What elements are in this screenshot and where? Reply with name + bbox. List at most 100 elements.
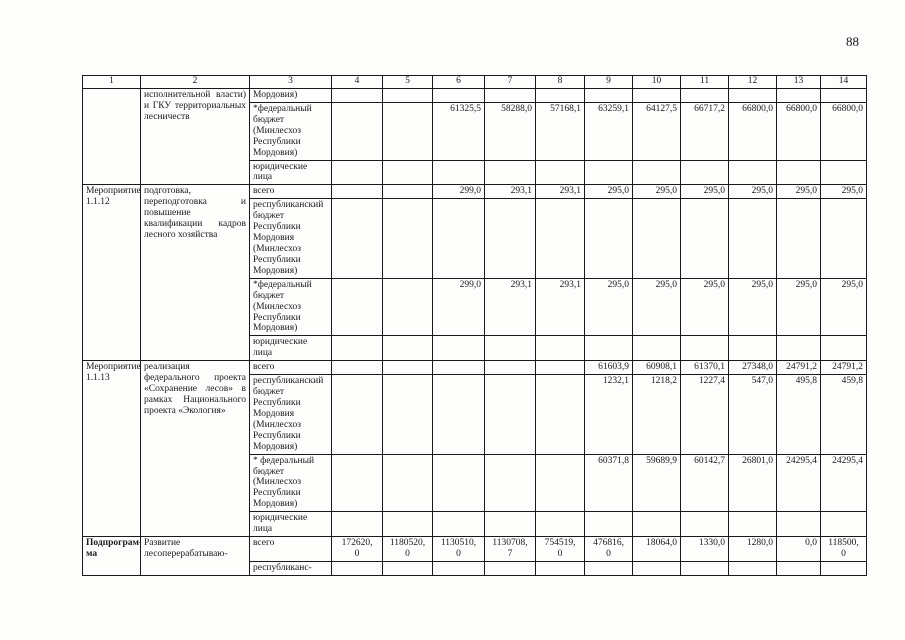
value-cell: 293,1	[484, 277, 536, 337]
value-cell	[584, 560, 633, 576]
value-cell	[535, 198, 585, 279]
value-cell	[432, 560, 485, 576]
value-cell	[776, 560, 821, 576]
value-cell	[484, 335, 536, 362]
value-cell: 293,1	[535, 277, 585, 337]
value-cell	[331, 453, 383, 513]
value-cell	[432, 511, 485, 538]
value-cell: 295,0	[820, 277, 867, 337]
value-cell	[484, 511, 536, 538]
budget-source: республиканский бюджет Республики Мордов…	[249, 198, 332, 279]
value-cell	[535, 511, 585, 538]
table-row: *федеральный бюджет (Минлесхоз Республик…	[83, 101, 867, 161]
value-cell	[632, 511, 681, 538]
value-cell	[680, 88, 729, 103]
value-cell	[680, 560, 729, 576]
value-cell: 63259,1	[584, 101, 633, 161]
value-cell: 459,8	[820, 374, 867, 455]
value-cell	[484, 360, 536, 376]
value-cell: 60142,7	[680, 453, 729, 513]
value-cell: 299,0	[432, 277, 485, 337]
column-header: 5	[382, 75, 433, 89]
value-cell	[584, 88, 633, 103]
column-header: 6	[432, 75, 485, 89]
value-cell	[432, 374, 485, 455]
value-cell: 1280,0	[728, 536, 777, 562]
value-cell: 61603,9	[584, 360, 633, 376]
value-cell: 295,0	[680, 184, 729, 200]
column-header: 4	[331, 75, 383, 89]
group-description: реализация федерального проекта «Сохране…	[140, 360, 250, 538]
value-cell	[776, 88, 821, 103]
column-header: 13	[776, 75, 821, 89]
value-cell	[331, 335, 383, 362]
value-cell: 754519, 0	[535, 536, 585, 562]
value-cell: 57168,1	[535, 101, 585, 161]
value-cell: 293,1	[535, 184, 585, 200]
value-cell: 1330,0	[680, 536, 729, 562]
value-cell: 26801,0	[728, 453, 777, 513]
value-cell	[820, 511, 867, 538]
value-cell	[484, 88, 536, 103]
value-cell	[432, 198, 485, 279]
value-cell: 58288,0	[484, 101, 536, 161]
budget-source: республиканс-	[249, 560, 332, 576]
value-cell	[632, 335, 681, 362]
value-cell	[382, 159, 433, 186]
value-cell	[432, 335, 485, 362]
value-cell	[535, 88, 585, 103]
value-cell	[535, 360, 585, 376]
group-description: Развитие лесоперерабатываю-	[140, 536, 250, 576]
value-cell	[680, 511, 729, 538]
budget-source: Мордовия)	[249, 88, 332, 103]
group-description: исполнительной власти) и ГКУ территориал…	[140, 87, 250, 186]
group-label	[82, 87, 141, 186]
value-cell	[680, 159, 729, 186]
group-label: Мероприятие 1.1.13	[82, 360, 141, 538]
value-cell: 295,0	[632, 277, 681, 337]
value-cell: 1130708, 7	[484, 536, 536, 562]
value-cell: 61370,1	[680, 360, 729, 376]
value-cell: 1227,4	[680, 374, 729, 455]
value-cell	[728, 198, 777, 279]
table-header-row: 1 2 3 4 5 6 7 8 9 10 11 12 13 14	[82, 75, 867, 89]
group-label: Мероприятие 1.1.12	[82, 184, 141, 362]
value-cell: 295,0	[584, 184, 633, 200]
value-cell: 0,0	[776, 536, 821, 562]
value-cell: 61325,5	[432, 101, 485, 161]
value-cell	[382, 184, 433, 200]
value-cell: 476816, 0	[584, 536, 633, 562]
value-cell: 24791,2	[820, 360, 867, 376]
value-cell: 1232,1	[584, 374, 633, 455]
budget-source: юридические лица	[249, 159, 332, 186]
value-cell	[382, 101, 433, 161]
value-cell	[382, 277, 433, 337]
value-cell: 295,0	[680, 277, 729, 337]
group-description: подготовка, переподготовка и повышение к…	[140, 184, 250, 362]
table-row: республиканский бюджет Республики Мордов…	[83, 198, 867, 279]
value-cell: 1130510, 0	[432, 536, 485, 562]
table-row: республиканс-	[83, 560, 867, 576]
value-cell	[484, 374, 536, 455]
value-cell	[728, 159, 777, 186]
value-cell: 18064,0	[632, 536, 681, 562]
value-cell	[331, 511, 383, 538]
value-cell: 295,0	[820, 184, 867, 200]
value-cell: 64127,5	[632, 101, 681, 161]
value-cell	[680, 335, 729, 362]
value-cell	[331, 88, 383, 103]
value-cell	[776, 335, 821, 362]
value-cell	[728, 335, 777, 362]
value-cell: 27348,0	[728, 360, 777, 376]
value-cell	[432, 360, 485, 376]
value-cell: 295,0	[776, 277, 821, 337]
column-header: 12	[728, 75, 777, 89]
value-cell	[331, 360, 383, 376]
value-cell: 547,0	[728, 374, 777, 455]
column-header: 9	[584, 75, 633, 89]
value-cell: 295,0	[632, 184, 681, 200]
value-cell: 60908,1	[632, 360, 681, 376]
budget-source: *федеральный бюджет (Минлесхоз Республик…	[249, 277, 332, 337]
value-cell	[820, 335, 867, 362]
value-cell	[584, 159, 633, 186]
